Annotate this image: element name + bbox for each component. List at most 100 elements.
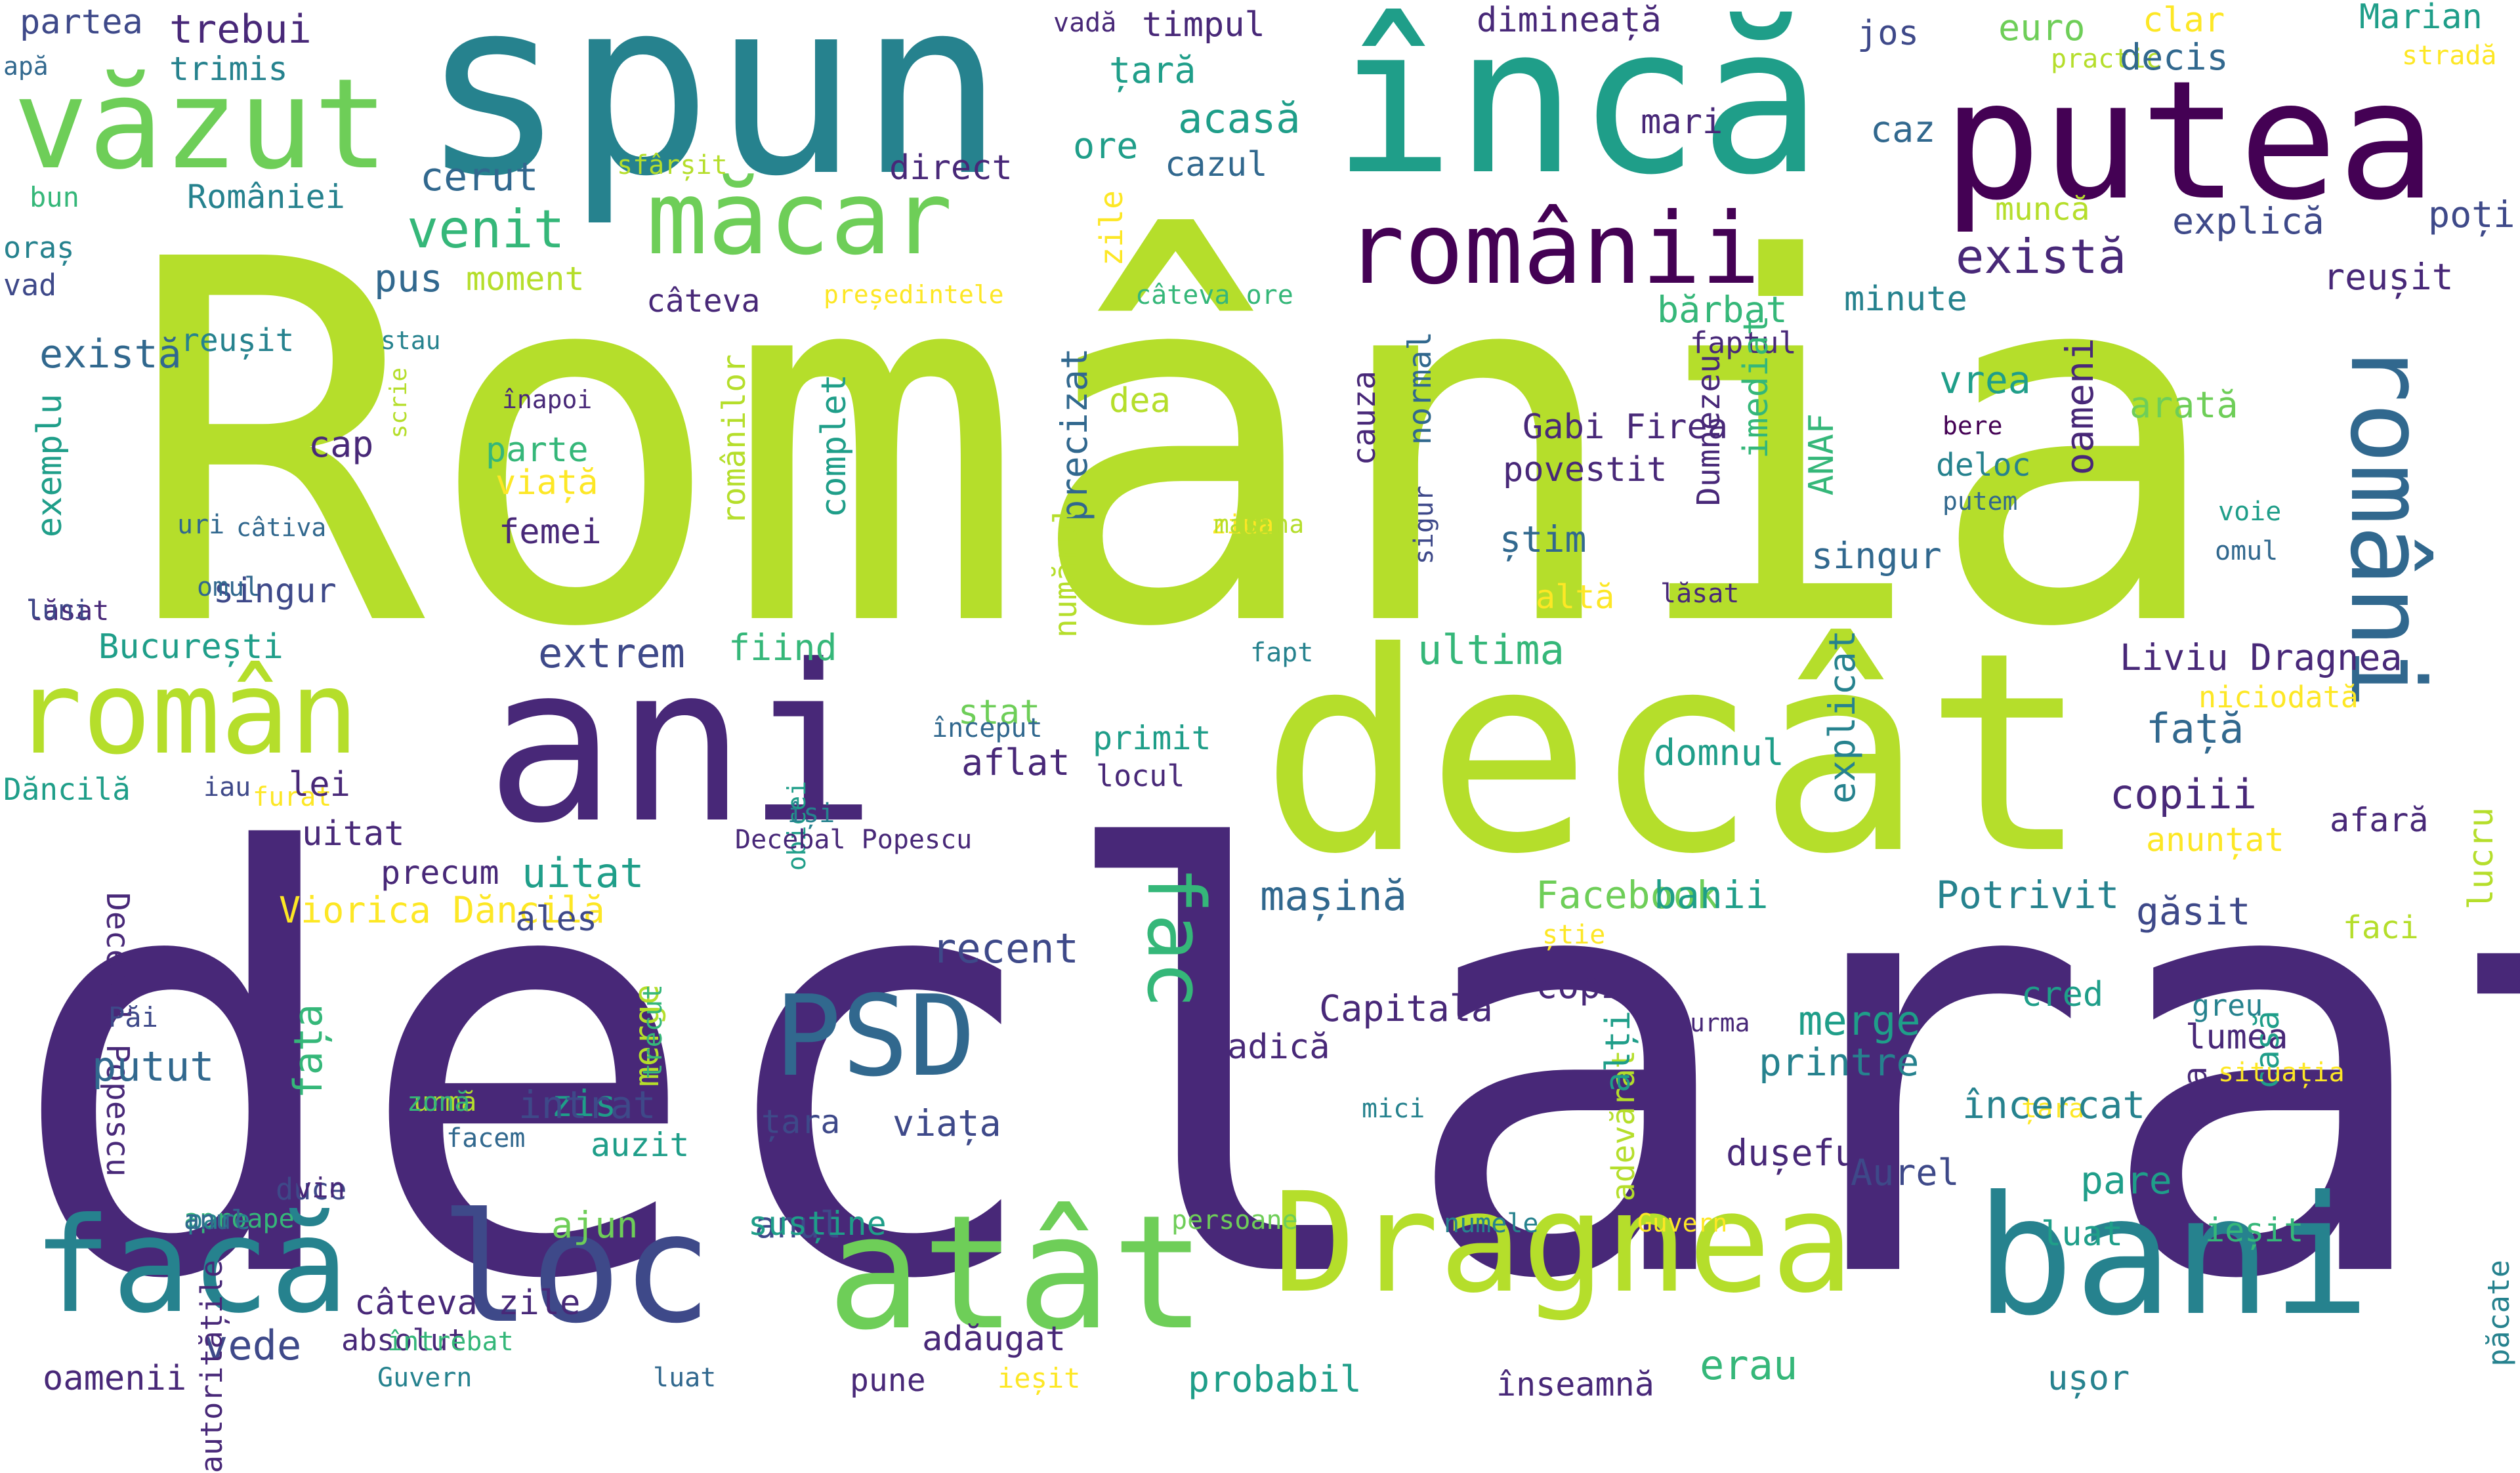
cloud-word: merge [1798, 997, 1921, 1045]
cloud-word: Decebal Popescu [99, 892, 136, 1177]
cloud-word: pare [2080, 1158, 2172, 1203]
cloud-word: reușit [2323, 256, 2454, 298]
cloud-word: ziua [1211, 510, 1274, 540]
cloud-word: român [13, 647, 359, 780]
cloud-word: vede [203, 1321, 302, 1369]
cloud-word: singur [1811, 535, 1942, 577]
cloud-word: vin [295, 1172, 345, 1204]
cloud-word: autoritățile [194, 1260, 229, 1473]
cloud-word: există [1956, 229, 2127, 284]
cloud-word: Viorica Dăncilă [279, 889, 605, 931]
cloud-word: susține [748, 1205, 887, 1243]
cloud-word: bărbat [1657, 289, 1788, 331]
cloud-word: păcate [2481, 1260, 2516, 1367]
cloud-word: luat [2041, 1214, 2124, 1254]
cloud-word: faci [2343, 909, 2419, 946]
cloud-word: omul [2215, 536, 2278, 566]
cloud-word: anunțat [2146, 821, 2284, 859]
cloud-word: locul [1096, 758, 1185, 793]
cloud-word: Capitală [1319, 987, 1493, 1029]
cloud-word: recent [932, 924, 1079, 972]
cloud-word: femei [499, 512, 602, 552]
cloud-word: ajun [551, 1204, 639, 1246]
cloud-word: dea [1109, 381, 1171, 421]
cloud-word: ani [486, 619, 877, 871]
cloud-word: Dăncilă [3, 772, 131, 807]
cloud-word: României [187, 178, 345, 216]
cloud-word: imediat [1736, 315, 1776, 459]
cloud-word: văzut [13, 52, 388, 197]
cloud-word: început [932, 713, 1043, 743]
cloud-word: partea [20, 3, 143, 42]
cloud-word: practic [2051, 44, 2162, 74]
cloud-word: fapt [1250, 638, 1314, 668]
cloud-word: încercat [1962, 1083, 2146, 1127]
cloud-word: omul [197, 572, 261, 602]
cloud-word: oamenii [43, 1359, 187, 1398]
cloud-word: stradă [2402, 41, 2497, 71]
cloud-word: bere [1942, 411, 2003, 440]
cloud-word: ieșit [998, 1362, 1081, 1394]
cloud-word: copii [1536, 965, 1645, 1006]
cloud-word: acasă [1178, 94, 1301, 142]
cloud-word: aproape [184, 1204, 295, 1234]
cloud-word: bani [1975, 1161, 2371, 1352]
cloud-word: numele [1444, 1209, 1539, 1239]
cloud-word: poți [2428, 194, 2515, 236]
cloud-word: putut [92, 1043, 215, 1090]
cloud-word: facem [446, 1123, 526, 1153]
cloud-word: România [125, 156, 2227, 736]
cloud-word: alți [1599, 1010, 1638, 1093]
cloud-word: mașină [1260, 872, 1407, 920]
cloud-word: viață [495, 463, 598, 503]
cloud-word: ieșit [2205, 1211, 2304, 1249]
cloud-word: primit [1093, 719, 1211, 757]
cloud-word: înseamnă [1496, 1365, 1654, 1403]
cloud-word: luni [26, 595, 90, 625]
cloud-word: jos [1857, 14, 1919, 53]
cloud-word: voie [2218, 497, 2282, 527]
cloud-word: fața [285, 1004, 331, 1099]
cloud-word: Facebook [1536, 873, 1719, 917]
cloud-word: lei [289, 765, 350, 804]
cloud-word: domnul [1654, 732, 1784, 774]
cloud-word: încă [1332, 0, 1822, 220]
cloud-word: mașina [1214, 510, 1305, 539]
cloud-word: iau [203, 772, 251, 802]
cloud-word: pune [850, 1362, 926, 1399]
cloud-word: stau [381, 326, 441, 355]
cloud-word: sigur [1409, 486, 1439, 565]
cloud-word: persoane [1171, 1205, 1298, 1235]
cloud-word: pare [187, 1205, 251, 1235]
cloud-word: putea [1942, 45, 2437, 236]
cloud-word: reușit [180, 322, 295, 359]
cloud-word: măcar [646, 159, 953, 278]
cloud-word: explică [2172, 200, 2324, 242]
cloud-word: Liviu Dragnea [2120, 636, 2403, 678]
cloud-word: fiind [728, 627, 837, 669]
cloud-word: deloc [1936, 447, 2031, 484]
cloud-word: greu [2192, 988, 2263, 1023]
cloud-word: putem [1942, 487, 2018, 516]
cloud-word: afară [2330, 801, 2429, 839]
word-cloud: România declarat decât spun încă putea a… [3, 0, 2520, 1473]
cloud-word: scrie [385, 367, 412, 439]
cloud-word: copiii [2110, 770, 2257, 818]
cloud-word: ușor [2048, 1359, 2130, 1398]
cloud-word: lumea [2185, 1018, 2288, 1057]
cloud-word: anul [755, 1204, 842, 1246]
cloud-word: câteva [646, 283, 761, 320]
cloud-word: faptul [1690, 325, 1797, 360]
cloud-word: stat [958, 693, 1041, 732]
cloud-word: euro [1998, 7, 2086, 49]
cloud-word: Gabi Firea [1522, 407, 1729, 447]
cloud-word: aflat [961, 741, 1070, 783]
cloud-word: Potrivit [1936, 873, 2120, 917]
cloud-word: întrebat [387, 1327, 514, 1357]
cloud-word: zonă [407, 1087, 471, 1117]
cloud-word: lucru [2462, 807, 2501, 910]
cloud-word: trebui [169, 7, 312, 52]
cloud-word: zis [551, 1083, 617, 1125]
cloud-word: loc [440, 1182, 713, 1357]
cloud-word: auzit [591, 1126, 690, 1164]
